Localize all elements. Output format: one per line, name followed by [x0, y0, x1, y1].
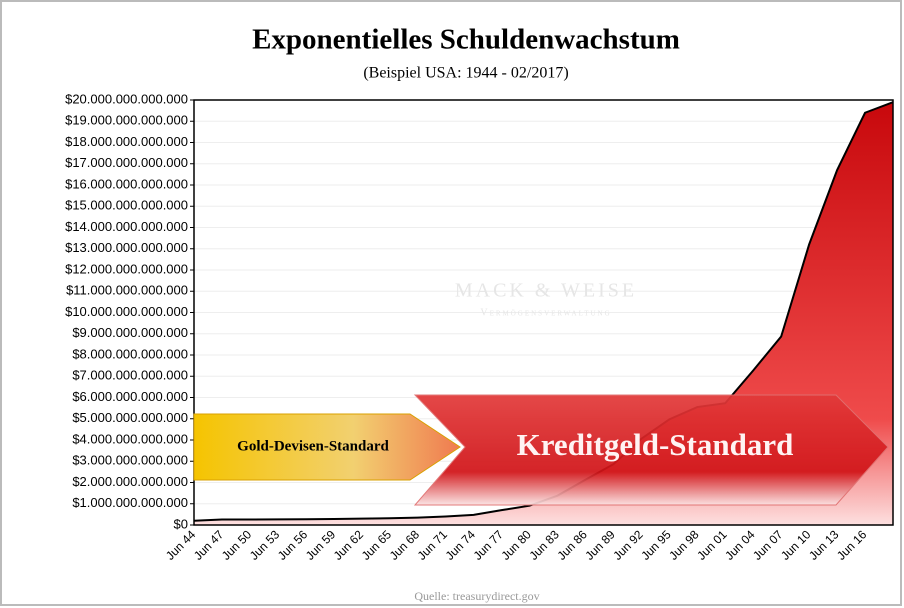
y-tick-label: $12.000.000.000.000 — [65, 261, 188, 276]
y-tick-label: $6.000.000.000.000 — [72, 389, 188, 404]
source: Quelle: treasurydirect.gov — [414, 589, 539, 603]
y-tick-label: $20.000.000.000.000 — [65, 91, 188, 106]
y-tick-label: $18.000.000.000.000 — [65, 134, 188, 149]
gold-label: Gold-Devisen-Standard — [237, 438, 389, 454]
y-tick-label: $11.000.000.000.000 — [66, 283, 188, 298]
y-tick-label: $5.000.000.000.000 — [72, 410, 188, 425]
y-tick-label: $19.000.000.000.000 — [65, 113, 188, 128]
y-tick-label: $8.000.000.000.000 — [72, 346, 188, 361]
watermark: MACK & WEISE — [455, 280, 637, 302]
y-tick-label: $16.000.000.000.000 — [65, 176, 188, 191]
chart-subtitle: (Beispiel USA: 1944 - 02/2017) — [363, 65, 568, 82]
y-tick-label: $3.000.000.000.000 — [72, 453, 188, 468]
chart-title: Exponentielles Schuldenwachstum — [252, 24, 680, 56]
watermark-sub: Vermögensverwaltung — [480, 307, 611, 318]
credit-label: Kreditgeld-Standard — [517, 427, 794, 462]
credit-arrow — [413, 394, 889, 506]
y-tick-label: $17.000.000.000.000 — [65, 155, 188, 170]
y-tick-label: $4.000.000.000.000 — [72, 431, 188, 446]
gold-arrow — [193, 413, 461, 481]
plot-border — [193, 99, 894, 526]
y-tick-label: $9.000.000.000.000 — [72, 325, 188, 340]
y-tick-label: $1.000.000.000.000 — [72, 495, 188, 510]
y-tick-label: $0 — [174, 516, 188, 531]
y-tick-label: $10.000.000.000.000 — [65, 304, 188, 319]
y-tick-label: $7.000.000.000.000 — [72, 368, 188, 383]
y-tick-label: $13.000.000.000.000 — [65, 240, 188, 255]
y-tick-label: $15.000.000.000.000 — [65, 198, 188, 213]
y-tick-label: $2.000.000.000.000 — [72, 474, 188, 489]
y-tick-label: $14.000.000.000.000 — [65, 219, 188, 234]
